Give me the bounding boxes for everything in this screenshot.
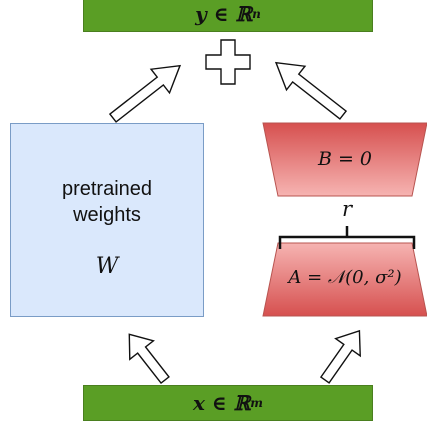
lora-b-shape — [262, 122, 427, 197]
lora-a-label: A = 𝒩(0, σ²) — [288, 267, 402, 288]
pretrained-weights-box: pretrained weights W — [10, 123, 204, 317]
arrow-x-to-a — [319, 329, 361, 384]
rank-label: r — [341, 197, 353, 221]
pretrained-weights-label: pretrained weights — [61, 178, 153, 226]
plus-icon — [205, 39, 251, 85]
rank-bracket — [278, 226, 416, 249]
arrow-x-to-w — [128, 333, 170, 385]
arrow-b-to-sum — [274, 61, 348, 120]
lora-b-label: B = 0 — [317, 148, 373, 170]
arrow-w-to-sum — [108, 64, 182, 123]
lora-a-shape — [262, 242, 427, 317]
weights-symbol: W — [95, 254, 119, 279]
